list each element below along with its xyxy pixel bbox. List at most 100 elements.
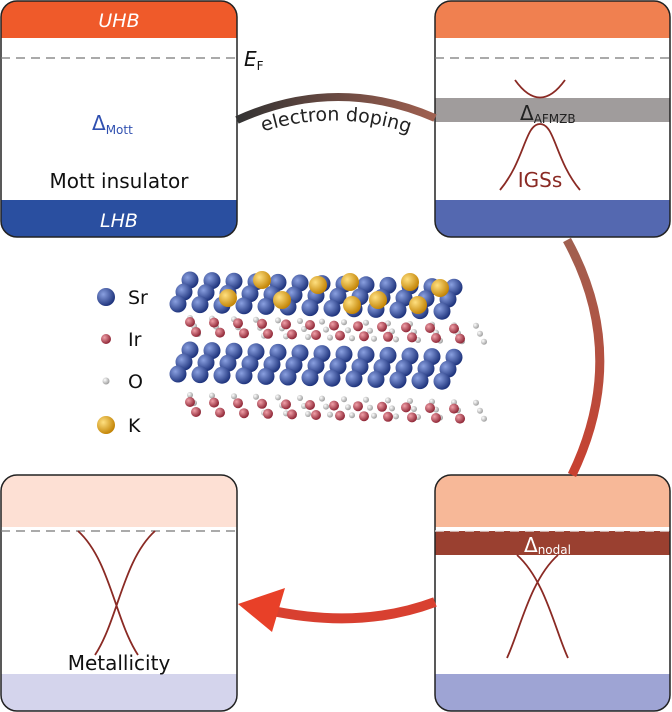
atom — [305, 400, 315, 410]
arrowhead — [238, 588, 285, 632]
atom — [359, 331, 369, 342]
atom — [329, 400, 339, 411]
atom — [359, 411, 369, 422]
atom — [431, 413, 441, 423]
legend-ir-icon — [101, 334, 111, 344]
atom — [253, 393, 259, 400]
atom — [353, 321, 363, 332]
atom — [411, 372, 429, 390]
atom — [185, 317, 195, 327]
atom — [257, 398, 267, 409]
atom — [383, 331, 393, 342]
atom — [425, 323, 435, 333]
atom — [319, 395, 325, 402]
atom — [235, 297, 253, 315]
atom — [425, 403, 435, 413]
atom — [235, 367, 253, 385]
atom — [263, 408, 273, 419]
atom — [239, 408, 249, 419]
atom — [187, 392, 193, 398]
igs-caption: IGSs — [518, 168, 563, 192]
atom — [297, 395, 303, 401]
upper-dispersion-curve — [514, 79, 566, 99]
atom — [455, 413, 465, 424]
atom — [345, 327, 351, 334]
atom — [169, 295, 187, 313]
atom — [281, 319, 291, 330]
fermi-level-label: EF — [244, 47, 264, 73]
panel-in-gap-states: ΔAFMZB IGSs — [434, 0, 671, 238]
potassium-atom — [309, 276, 327, 294]
metallicity-caption: Metallicity — [68, 651, 171, 675]
atom — [389, 371, 407, 389]
potassium-atom — [431, 279, 449, 297]
atom — [233, 318, 243, 329]
atom — [433, 372, 451, 390]
nodal-gap-label: Δnodal — [524, 533, 571, 557]
atom — [349, 335, 355, 342]
potassium-atom — [401, 273, 419, 291]
atom — [209, 397, 219, 408]
potassium-atom — [369, 291, 387, 309]
igs-dispersion-curve — [499, 123, 581, 191]
atom — [191, 296, 209, 314]
atom — [341, 396, 347, 403]
atom — [407, 412, 417, 423]
atom — [449, 323, 459, 334]
atom — [481, 415, 487, 422]
atom — [191, 327, 201, 337]
potassium-atom — [409, 296, 427, 314]
atom — [377, 401, 387, 412]
nodal-gap-band — [435, 531, 670, 555]
atom — [377, 321, 387, 332]
atom — [257, 297, 275, 315]
atom — [327, 334, 333, 341]
mott-gap-label: ΔMott — [92, 111, 133, 137]
atom — [349, 412, 355, 419]
atom — [363, 396, 369, 403]
atom — [257, 318, 267, 329]
atom — [169, 365, 187, 383]
atom — [401, 322, 411, 333]
atom — [185, 397, 195, 407]
uhb-band — [1, 1, 237, 38]
atom — [449, 403, 459, 414]
legend-k-icon — [97, 416, 115, 434]
atom — [407, 332, 417, 343]
atom — [385, 397, 391, 404]
uhb-label: UHB — [98, 10, 139, 32]
afmzb-gap-label: ΔAFMZB — [520, 101, 576, 126]
electron-doping-label: electron doping — [258, 103, 414, 137]
atom — [323, 326, 329, 333]
atom — [329, 320, 339, 331]
atom — [407, 398, 413, 404]
atom — [323, 369, 341, 387]
electron-doping-arrow — [235, 93, 437, 124]
legend-label: O — [128, 371, 143, 393]
atom — [481, 338, 487, 345]
atom — [473, 399, 479, 406]
atom — [263, 328, 273, 339]
atom — [389, 301, 407, 319]
atom — [345, 404, 351, 411]
atom — [433, 302, 451, 320]
atom — [327, 411, 333, 418]
atom — [301, 369, 319, 387]
atom — [393, 413, 399, 420]
atom — [253, 316, 259, 323]
atom — [323, 403, 329, 410]
atom — [233, 398, 243, 409]
atom — [275, 394, 281, 401]
atom — [383, 411, 393, 422]
atom — [305, 320, 315, 330]
atom — [323, 299, 341, 317]
atom — [371, 412, 377, 419]
atom — [215, 407, 225, 418]
atom — [455, 333, 465, 344]
afmzb-gap-band — [435, 98, 670, 122]
potassium-atom — [273, 291, 291, 309]
atom — [367, 327, 373, 334]
atom — [311, 330, 321, 340]
atom — [335, 410, 345, 421]
